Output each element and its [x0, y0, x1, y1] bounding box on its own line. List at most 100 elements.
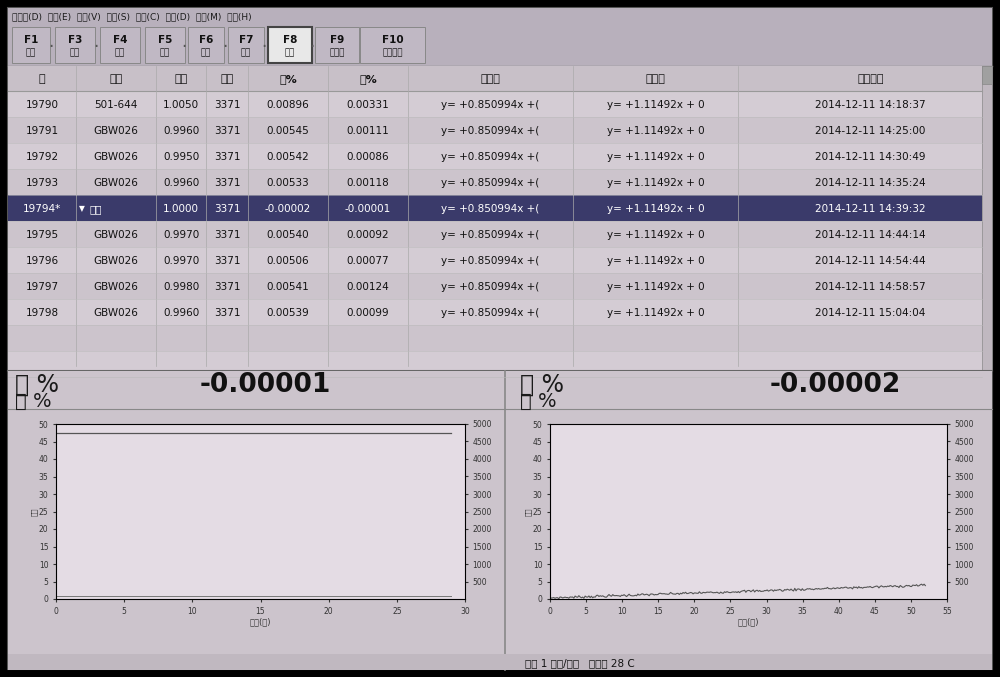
Text: 2014-12-11 15:04:04: 2014-12-11 15:04:04: [815, 308, 926, 318]
Text: 试样投告: 试样投告: [382, 49, 403, 58]
Text: 流量 1 毫升/分钟   冷却剂 28 C: 流量 1 毫升/分钟 冷却剂 28 C: [525, 658, 635, 668]
Text: 名称: 名称: [109, 74, 123, 85]
Bar: [8, 273, 982, 299]
Text: -0.00001: -0.00001: [345, 204, 391, 214]
Text: GBW026: GBW026: [94, 152, 138, 162]
Text: 登录: 登录: [70, 49, 80, 58]
Text: 初步: 初步: [241, 49, 251, 58]
Text: 3371: 3371: [214, 282, 240, 292]
Bar: [8, 371, 505, 409]
Bar: [100, 27, 140, 63]
Text: 0.00118: 0.00118: [347, 178, 389, 188]
Bar: [8, 169, 982, 195]
Bar: [8, 325, 982, 351]
Text: 氧 %: 氧 %: [15, 391, 52, 410]
Bar: [12, 27, 50, 63]
Text: 0.9970: 0.9970: [163, 256, 199, 266]
Text: F6: F6: [199, 35, 213, 45]
Text: 0.00533: 0.00533: [267, 178, 309, 188]
Bar: [268, 27, 312, 63]
Text: y= +1.11492x + 0: y= +1.11492x + 0: [607, 230, 704, 240]
Text: 分析: 分析: [160, 49, 170, 58]
Bar: [55, 27, 95, 63]
Text: 19790: 19790: [26, 100, 58, 110]
Text: 0.00540: 0.00540: [267, 230, 309, 240]
Text: 501-644: 501-644: [94, 100, 138, 110]
Text: F1: F1: [24, 35, 38, 45]
Text: F10: F10: [382, 35, 403, 45]
Text: 0.9960: 0.9960: [163, 308, 199, 318]
Text: y= +0.850994x +(: y= +0.850994x +(: [441, 230, 540, 240]
Text: GBW026: GBW026: [94, 282, 138, 292]
Text: 0.00111: 0.00111: [347, 126, 389, 136]
Text: F9: F9: [330, 35, 344, 45]
Text: 0.00077: 0.00077: [347, 256, 389, 266]
Bar: [360, 27, 425, 63]
Bar: [8, 221, 982, 247]
Text: ·: ·: [48, 38, 54, 56]
Text: F7: F7: [239, 35, 253, 45]
Text: y= +1.11492x + 0: y= +1.11492x + 0: [607, 178, 704, 188]
Text: 空白: 空白: [90, 204, 103, 214]
Text: 分析: 分析: [201, 49, 211, 58]
Text: 0.9960: 0.9960: [163, 126, 199, 136]
Text: 19794*: 19794*: [23, 204, 61, 214]
Text: 氮校准: 氮校准: [481, 74, 500, 85]
Text: ▼: ▼: [79, 204, 85, 213]
Bar: [228, 27, 264, 63]
Text: y= +1.11492x + 0: y= +1.11492x + 0: [607, 126, 704, 136]
Text: 氮 %: 氮 %: [520, 373, 564, 397]
Bar: [8, 24, 992, 66]
Text: GBW026: GBW026: [94, 308, 138, 318]
Text: 0.00124: 0.00124: [347, 282, 389, 292]
Text: 0.00542: 0.00542: [267, 152, 309, 162]
Text: -0.00002: -0.00002: [770, 372, 901, 398]
Bar: [8, 66, 992, 371]
Text: 0.00331: 0.00331: [347, 100, 389, 110]
Text: GBW026: GBW026: [94, 256, 138, 266]
Text: 2014-12-11 14:30:49: 2014-12-11 14:30:49: [815, 152, 926, 162]
Text: 氧%: 氧%: [359, 74, 377, 85]
Text: 19793: 19793: [25, 178, 59, 188]
Text: 3371: 3371: [214, 126, 240, 136]
X-axis label: 时间(秒): 时间(秒): [738, 617, 759, 626]
Text: GBW026: GBW026: [94, 126, 138, 136]
Text: y= +0.850994x +(: y= +0.850994x +(: [441, 152, 540, 162]
Text: y= +0.850994x +(: y= +0.850994x +(: [441, 308, 540, 318]
Bar: [8, 247, 982, 273]
Text: y= +0.850994x +(: y= +0.850994x +(: [441, 126, 540, 136]
Text: y= +1.11492x + 0: y= +1.11492x + 0: [607, 308, 704, 318]
Text: y= +0.850994x +(: y= +0.850994x +(: [441, 100, 540, 110]
Text: 19796: 19796: [25, 256, 59, 266]
Text: 19791: 19791: [25, 126, 59, 136]
Bar: [188, 27, 224, 63]
Text: GBW026: GBW026: [94, 178, 138, 188]
Text: 0.00092: 0.00092: [347, 230, 389, 240]
Text: 行: 行: [39, 74, 45, 85]
Text: 0.00545: 0.00545: [267, 126, 309, 136]
Text: -0.00001: -0.00001: [200, 372, 331, 398]
Text: 氮 %: 氮 %: [520, 391, 557, 410]
Text: 19792: 19792: [25, 152, 59, 162]
Text: F8: F8: [283, 35, 297, 45]
Text: 3371: 3371: [214, 204, 240, 214]
Text: ·: ·: [222, 38, 228, 56]
Text: 0.00896: 0.00896: [267, 100, 309, 110]
Bar: [8, 117, 982, 143]
Text: 2014-12-11 14:18:37: 2014-12-11 14:18:37: [815, 100, 926, 110]
Bar: [8, 66, 982, 91]
Text: 0.00506: 0.00506: [267, 256, 309, 266]
Text: 分析日期: 分析日期: [857, 74, 884, 85]
Text: 0.00541: 0.00541: [267, 282, 309, 292]
Text: ·: ·: [261, 38, 267, 56]
X-axis label: 时间(秒): 时间(秒): [250, 617, 271, 626]
Text: 氧校准: 氧校准: [646, 74, 665, 85]
Text: 天平: 天平: [115, 49, 125, 58]
Text: 0.9980: 0.9980: [163, 282, 199, 292]
Text: 质量: 质量: [174, 74, 188, 85]
Text: y= +0.850994x +(: y= +0.850994x +(: [441, 256, 540, 266]
Bar: [982, 66, 992, 84]
Bar: [8, 8, 992, 24]
Text: 2014-12-11 14:54:44: 2014-12-11 14:54:44: [815, 256, 926, 266]
Text: y= +1.11492x + 0: y= +1.11492x + 0: [607, 100, 704, 110]
